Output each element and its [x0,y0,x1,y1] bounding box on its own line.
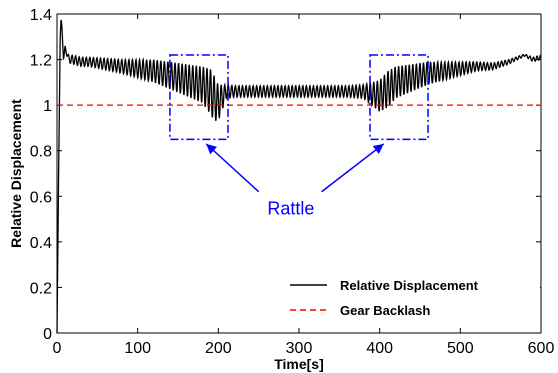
rattle-arrow-line [321,143,385,193]
rattle-arrow-head [206,143,217,155]
rattle-label: Rattle [267,199,314,219]
x-tick-label: 300 [286,340,313,357]
x-tick-label: 100 [124,340,151,357]
rattle-arrow-line [205,143,260,193]
legend-box [278,272,540,328]
y-tick-label: 0.2 [30,280,52,297]
legend: Relative Displacement Gear Backlash [278,272,540,328]
x-axis-title: Time[s] [274,356,324,372]
y-tick-label: 1.2 [30,53,52,70]
y-tick-label: 1.4 [30,7,52,24]
y-tick-label: 0 [43,326,52,343]
rattle-highlight-box [369,54,429,141]
rattle-highlight-box [169,54,229,141]
y-tick-label: 0.4 [30,235,52,252]
y-tick-label: 0.6 [30,189,52,206]
x-tick-label: 600 [528,340,555,357]
y-tick-label: 0.8 [30,144,52,161]
x-tick-label: 200 [205,340,232,357]
y-axis-title: Relative Displacement [8,99,24,248]
y-tick-label: 1 [43,98,52,115]
x-tick-label: 0 [53,340,62,357]
x-tick-label: 400 [366,340,393,357]
series-line-relative-displacement [56,19,542,334]
legend-label-gear-backlash: Gear Backlash [340,303,430,318]
legend-label-relative-displacement: Relative Displacement [340,278,479,293]
rattle-arrow-head [372,143,384,154]
x-tick-label: 500 [447,340,474,357]
